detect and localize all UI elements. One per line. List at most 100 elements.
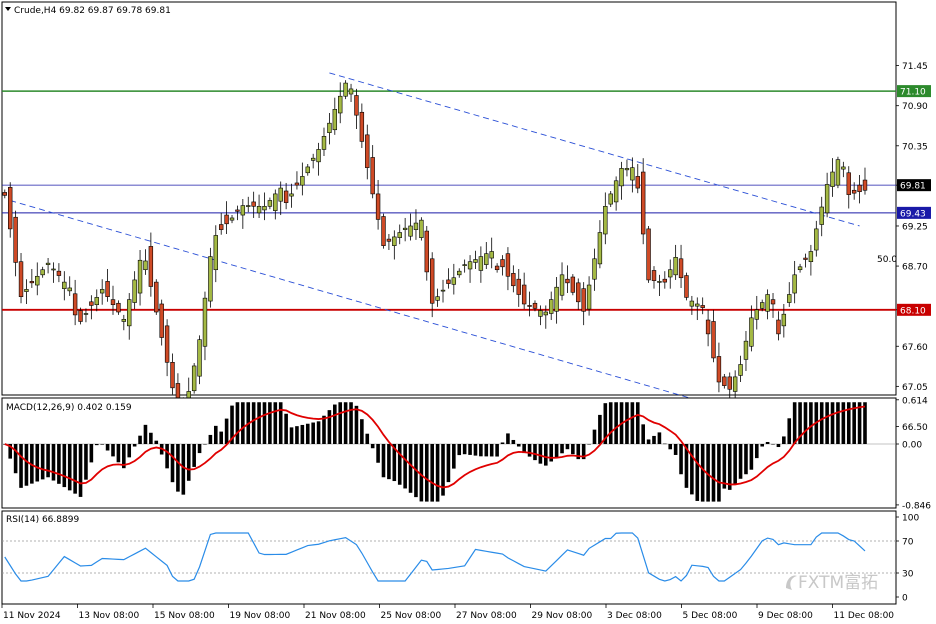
candle-body [110, 299, 116, 306]
candle [110, 285, 116, 315]
candle [727, 372, 732, 399]
macd-bar [251, 402, 256, 444]
candle [116, 300, 121, 315]
candle [576, 278, 581, 310]
macd-bar [544, 444, 548, 466]
macd-bar [111, 444, 115, 457]
candle [40, 266, 45, 278]
candle [413, 209, 419, 240]
candle-body [776, 319, 781, 335]
trend-line-1 [10, 200, 839, 442]
candle [310, 153, 316, 169]
price-pane[interactable] [1, 1, 897, 396]
candle [597, 220, 603, 269]
macd-bar [132, 444, 137, 447]
candle-body [72, 293, 78, 316]
macd-bar [100, 444, 104, 445]
candle [78, 307, 83, 325]
candle-body [386, 238, 392, 242]
candle [516, 268, 521, 307]
macd-bar [349, 402, 353, 444]
rsi-layer [2, 532, 896, 582]
macd-bar [219, 431, 223, 444]
candle [62, 271, 67, 301]
macd-bar [343, 402, 348, 444]
candle [256, 194, 262, 218]
candle [819, 196, 824, 237]
candle [511, 265, 516, 293]
candle-body [132, 279, 137, 303]
candle-body [310, 157, 316, 161]
candle [121, 314, 127, 331]
candle [532, 300, 538, 312]
candle [408, 213, 413, 241]
candle-body [494, 265, 500, 271]
macd-bar [46, 444, 50, 478]
candle [289, 183, 294, 208]
candle [321, 127, 327, 156]
candle-body [554, 286, 559, 312]
candle [72, 279, 78, 326]
candle-body [781, 313, 787, 327]
macd-bar [73, 444, 77, 494]
candle-body [570, 276, 576, 293]
candle-body [273, 193, 278, 211]
candle-body [202, 297, 208, 347]
candle [89, 295, 94, 320]
candle-body [213, 235, 218, 271]
macd-bar [143, 424, 148, 444]
macd-bar [533, 444, 537, 461]
rsi-header: RSI(14) 66.8899 [6, 515, 79, 525]
candle-body [332, 109, 338, 131]
rsi-pane[interactable] [1, 510, 897, 605]
candle [673, 244, 678, 280]
macd-bar [771, 444, 775, 445]
macd-bar [235, 402, 240, 444]
macd-bar [787, 418, 792, 444]
candle [370, 145, 375, 199]
candle-body [857, 184, 862, 193]
candle-body [808, 251, 814, 263]
macd-bar [387, 444, 391, 480]
candle-body [640, 171, 646, 235]
candle-body [700, 305, 705, 308]
candle-body [300, 176, 305, 186]
candle-body [18, 261, 24, 297]
candle [549, 291, 554, 321]
candle-body [759, 302, 765, 309]
candle [543, 305, 549, 329]
collapse-triangle-icon[interactable] [5, 7, 11, 11]
candle [8, 182, 13, 238]
macd-bar [841, 402, 846, 444]
macd-bar [549, 444, 554, 462]
candle [267, 197, 273, 210]
candle [467, 255, 473, 283]
candle [792, 260, 797, 304]
candle [35, 262, 40, 296]
candle [851, 182, 857, 200]
macd-bar [203, 444, 207, 445]
level-price-label: 69.81 [900, 182, 926, 192]
candle-body [797, 266, 803, 271]
candle [327, 112, 332, 145]
candle-body [511, 273, 516, 287]
candle [283, 182, 289, 210]
candle [235, 205, 240, 221]
candle-body [8, 187, 13, 230]
macd-bar [581, 444, 586, 460]
candle [67, 276, 72, 296]
macd-bar [300, 424, 305, 444]
level-price-label: 69.43 [900, 209, 926, 219]
macd-bar [657, 432, 662, 444]
candle-body [224, 214, 229, 225]
macd-bar [392, 444, 397, 482]
candle-body [597, 232, 603, 265]
candle [170, 353, 175, 395]
candle [700, 297, 705, 315]
candle [494, 263, 500, 273]
macd-bar [122, 444, 126, 469]
macd-bar [94, 444, 99, 446]
candle [489, 237, 494, 269]
macd-bar [84, 444, 88, 480]
